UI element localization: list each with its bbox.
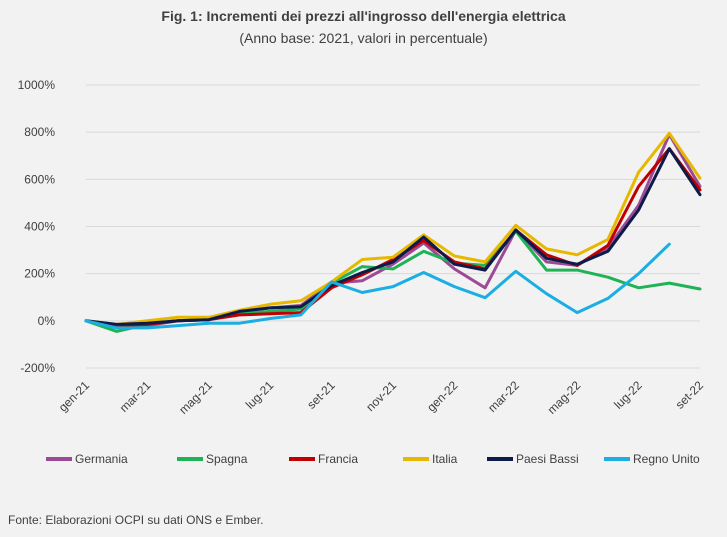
line-chart: -200% 0% 200% 400% 600% 800% 1000% gen-21 mar-2…	[18, 78, 707, 417]
legend-swatch	[46, 457, 72, 461]
x-tick-label: gen-22	[424, 378, 461, 415]
x-tick-label: nov-21	[363, 378, 399, 414]
legend-label: Regno Unito	[633, 452, 700, 466]
x-tick-label: lug-22	[611, 378, 645, 412]
y-tick-label: 800%	[24, 125, 55, 139]
x-tick-label: set-22	[673, 378, 707, 412]
y-tick-label: 0%	[38, 314, 56, 328]
y-tick-label: -200%	[20, 361, 55, 375]
legend-swatch	[289, 457, 315, 461]
legend-label: Paesi Bassi	[516, 452, 579, 466]
y-tick-label: 200%	[24, 267, 55, 281]
source-note: Fonte: Elaborazioni OCPI su dati ONS e E…	[8, 513, 264, 527]
legend-item: Spagna	[177, 452, 247, 466]
series-lines	[84, 131, 702, 333]
chart-subtitle: (Anno base: 2021, valori in percentuale)	[239, 30, 488, 46]
legend-swatch	[177, 457, 203, 461]
legend-item: Francia	[289, 452, 358, 466]
y-tick-label: 600%	[24, 172, 55, 186]
x-tick-label: lug-21	[243, 378, 277, 412]
y-tick-label: 400%	[24, 220, 55, 234]
legend-label: Germania	[75, 452, 128, 466]
series-line-regno-unito	[84, 242, 671, 330]
x-tick-label: set-21	[304, 378, 338, 412]
x-tick-label: mag-22	[545, 378, 584, 417]
legend-item: Regno Unito	[604, 452, 700, 466]
x-tick-label: mar-21	[117, 378, 154, 415]
chart-title: Fig. 1: Incrementi dei prezzi all'ingros…	[161, 8, 566, 24]
y-tick-label: 1000%	[18, 78, 56, 92]
legend-swatch	[604, 457, 630, 461]
legend-item: Germania	[46, 452, 128, 466]
y-axis-ticks: -200% 0% 200% 400% 600% 800% 1000%	[18, 78, 56, 375]
x-tick-label: gen-21	[56, 378, 93, 415]
series-line-paesi-bassi	[84, 147, 702, 326]
legend-item: Italia	[403, 452, 457, 466]
legend: Germania Spagna Francia Italia Paesi Bassi Re…	[0, 452, 727, 470]
x-tick-label: mar-22	[485, 378, 522, 415]
legend-label: Italia	[432, 452, 458, 466]
legend-item: Paesi Bassi	[487, 452, 579, 466]
series-line-italia	[84, 131, 702, 326]
legend-swatch	[403, 457, 429, 461]
x-axis-ticks: gen-21 mar-21 mag-21 lug-21 set-21 nov-21 gen-…	[56, 378, 707, 417]
legend-label: Spagna	[206, 452, 248, 466]
x-tick-label: mag-21	[176, 378, 215, 417]
legend-swatch	[487, 457, 513, 461]
legend-label: Francia	[318, 452, 359, 466]
